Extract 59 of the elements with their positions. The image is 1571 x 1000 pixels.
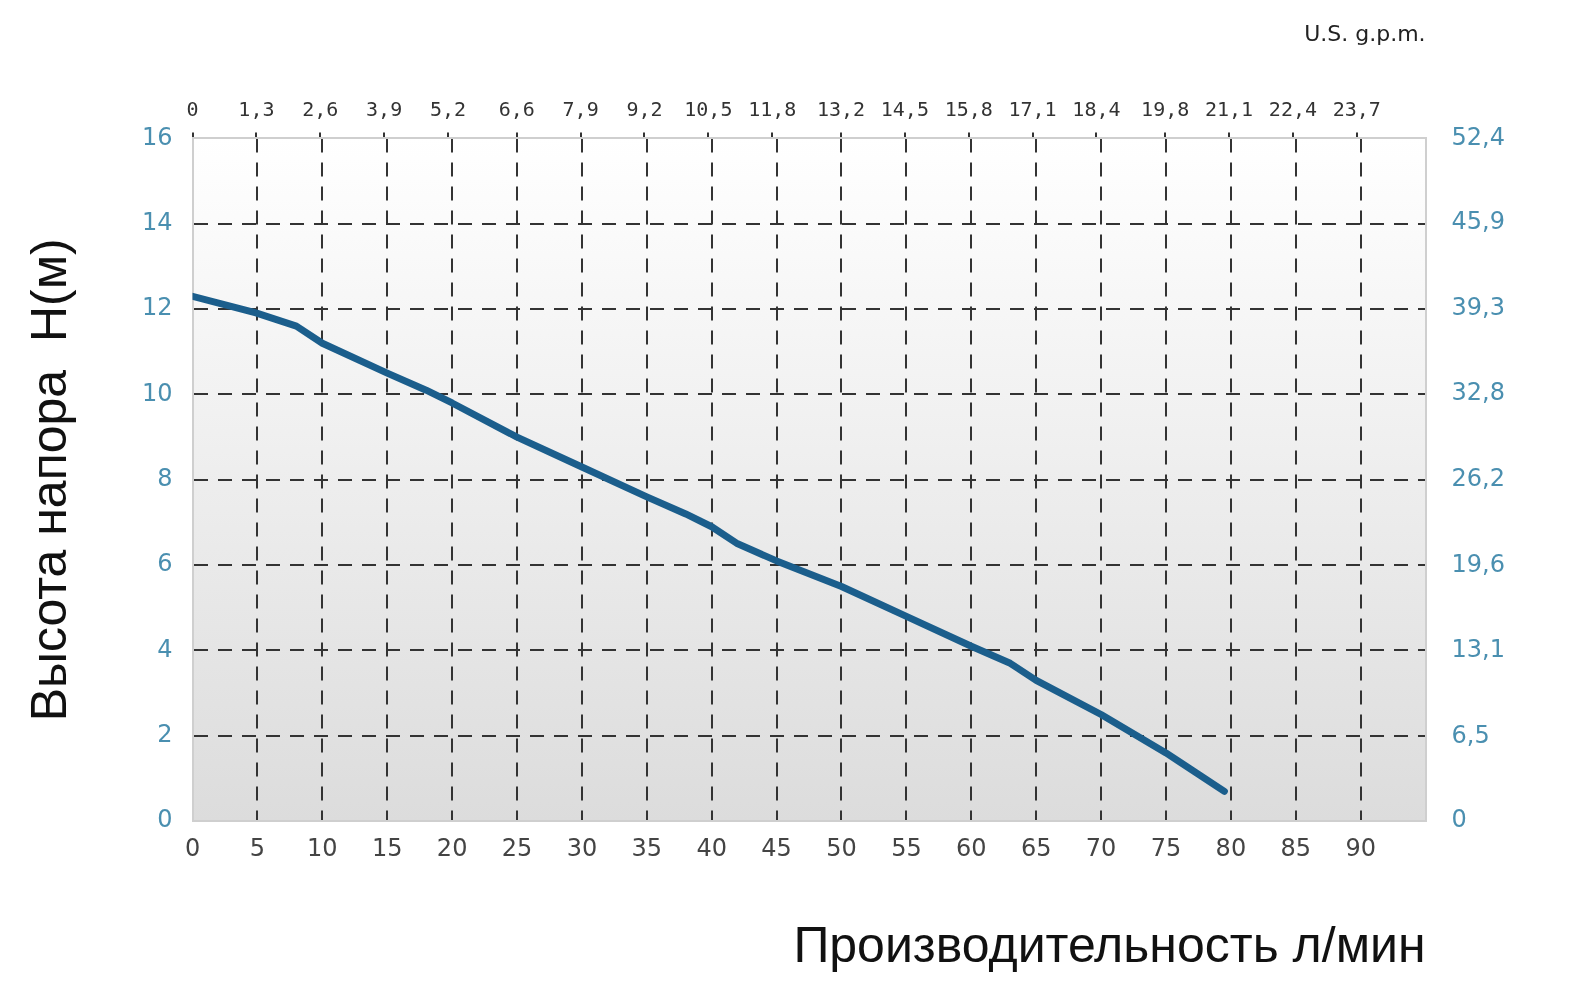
x2-tick-label: 19,8 (1141, 96, 1190, 121)
x2-tick-label: 9,2 (626, 96, 663, 121)
x2-tick-label: 23,7 (1332, 96, 1381, 121)
x-tick-label: 25 (501, 833, 533, 862)
x2-tick-label: 6,6 (498, 96, 535, 121)
x-tick-label: 5 (249, 833, 266, 862)
x-tick-label: 0 (184, 833, 201, 862)
x-tick-label: 45 (761, 833, 792, 862)
y2-tick-label: 0 (1451, 805, 1467, 834)
x-tick-label: 20 (436, 833, 468, 862)
y-tick-label: 2 (157, 720, 173, 749)
x-tick-label: 60 (956, 833, 987, 862)
y-tick-label: 4 (157, 634, 173, 663)
x-tick-label: 50 (826, 833, 857, 862)
x2-axis-title: U.S. g.p.m. (1304, 20, 1426, 46)
x-tick-label: 75 (1150, 833, 1182, 862)
x2-tick-label: 22,4 (1268, 96, 1318, 121)
x2-tick-label: 15,8 (944, 96, 993, 121)
x2-tick-label: 13,2 (816, 96, 866, 121)
x2-tick-label: 10,5 (684, 96, 733, 121)
y2-tick-label: 6,5 (1451, 720, 1490, 749)
x-axis-title: Производительность л/мин (793, 916, 1426, 973)
x-tick-label: 35 (631, 833, 663, 862)
x2-tick-label: 18,4 (1072, 96, 1121, 121)
y-tick-label: 16 (141, 122, 173, 151)
x-tick-label: 10 (307, 833, 338, 862)
y-tick-label: 10 (141, 378, 173, 407)
x-tick-label: 90 (1345, 833, 1376, 862)
y2-tick-label: 19,6 (1451, 550, 1505, 579)
y2-tick-label: 39,3 (1451, 293, 1505, 322)
x-tick-label: 55 (891, 833, 922, 862)
x2-tick-label: 7,9 (562, 96, 599, 121)
x2-tick-label: 5,2 (429, 96, 467, 121)
x-tick-label: 85 (1280, 833, 1312, 862)
x2-tick-label: 14,5 (880, 96, 929, 121)
x2-tick-label: 3,9 (366, 96, 403, 121)
y-tick-label: 6 (157, 549, 173, 578)
x-tick-label: 80 (1215, 833, 1247, 862)
y2-tick-label: 45,9 (1451, 207, 1505, 236)
y-tick-label: 8 (157, 464, 173, 493)
x2-tick-label: 2,6 (302, 96, 339, 121)
y-tick-label: 14 (141, 207, 173, 236)
x-tick-label: 40 (696, 833, 727, 862)
x-tick-label: 15 (371, 833, 403, 862)
y2-tick-label: 52,4 (1451, 122, 1505, 151)
x2-tick-label: 0 (186, 96, 199, 121)
x-tick-label: 30 (566, 833, 598, 862)
y-tick-label: 0 (157, 805, 173, 834)
y-axis-title: Высота напора H(м) (20, 238, 77, 722)
y2-tick-label: 26,2 (1451, 464, 1505, 493)
x-tick-label: 65 (1020, 833, 1052, 862)
x2-tick-label: 1,3 (238, 96, 275, 121)
y-tick-label: 12 (141, 293, 173, 322)
y2-tick-label: 32,8 (1451, 378, 1505, 407)
y2-tick-label: 13,1 (1451, 634, 1505, 663)
x2-tick-label: 17,1 (1008, 96, 1057, 121)
x-tick-label: 70 (1085, 833, 1117, 862)
x2-tick-label: 11,8 (748, 96, 797, 121)
x2-tick-label: 21,1 (1204, 96, 1254, 121)
